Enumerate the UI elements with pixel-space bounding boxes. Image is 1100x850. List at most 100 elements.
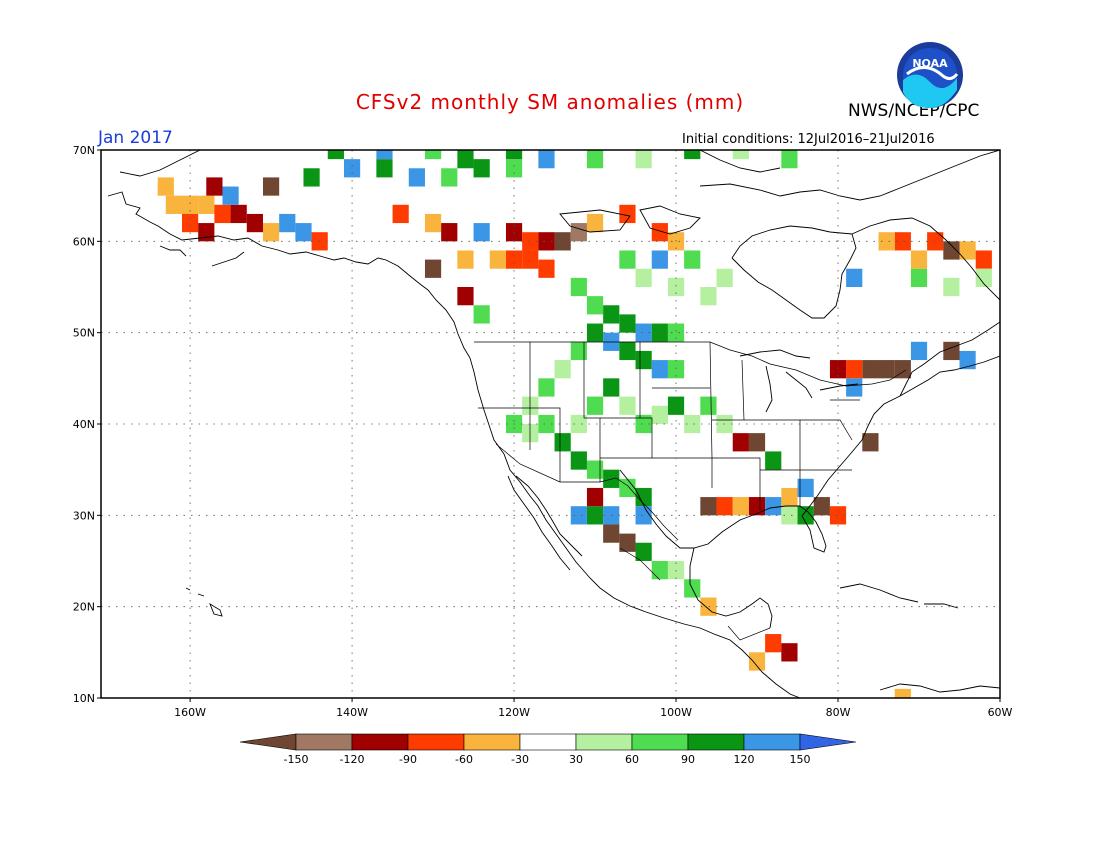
anomaly-cell	[570, 341, 587, 361]
anomaly-cell	[489, 250, 506, 269]
anomaly-cell	[586, 506, 604, 525]
lon-label: 120W	[498, 706, 530, 719]
anomaly-cell	[586, 323, 604, 342]
anomaly-cell	[473, 223, 490, 242]
anomaly-cell	[959, 241, 976, 260]
anomaly-cell	[619, 478, 636, 498]
anomaly-cell	[570, 506, 587, 525]
anomaly-cell	[635, 414, 652, 434]
anomaly-cell	[157, 177, 174, 196]
anomaly-cell	[424, 259, 442, 278]
anomaly-cell	[716, 497, 733, 516]
anomaly-cell	[505, 150, 523, 160]
anomaly-cell	[554, 232, 571, 251]
anomaly-cell	[206, 177, 223, 196]
anomaly-cell	[619, 341, 636, 361]
anomaly-cell	[748, 433, 766, 452]
anomaly-cell	[829, 506, 847, 525]
anomaly-cell	[570, 223, 587, 242]
lat-lon-grid	[101, 150, 1000, 698]
anomaly-cell	[222, 186, 239, 205]
anomaly-cell	[910, 268, 928, 287]
anomaly-cell	[748, 652, 766, 671]
anomaly-cell	[181, 195, 199, 214]
anomaly-cell	[424, 213, 442, 233]
anomaly-cell	[635, 542, 652, 561]
anomaly-cell	[975, 250, 992, 269]
anomaly-cell	[846, 378, 863, 397]
anomaly-cell	[603, 524, 620, 543]
anomaly-cell	[457, 287, 474, 306]
lon-label: 160W	[174, 706, 206, 719]
lat-label: 30N	[73, 509, 95, 522]
anomaly-cell	[781, 150, 798, 169]
anomaly-cell	[619, 396, 636, 415]
anomaly-cell	[635, 487, 652, 507]
anomaly-cell	[878, 232, 895, 251]
anomaly-cell	[943, 341, 960, 361]
lat-label: 10N	[73, 692, 95, 705]
anomaly-cell	[635, 150, 652, 169]
anomaly-cell	[619, 533, 636, 552]
anomaly-cell	[279, 213, 296, 233]
anomaly-cell	[473, 159, 490, 178]
lat-label: 40N	[73, 418, 95, 431]
anomaly-cell	[295, 223, 312, 242]
anomaly-cell	[505, 159, 523, 178]
anomaly-cell	[619, 250, 636, 269]
anomaly-cell	[927, 232, 944, 251]
anomaly-cell	[732, 497, 749, 516]
lat-label: 50N	[73, 327, 95, 340]
anomaly-cell	[570, 414, 587, 434]
lat-label: 60N	[73, 235, 95, 248]
anomaly-cell	[716, 268, 733, 287]
anomaly-cell	[457, 150, 474, 169]
anomaly-cell	[570, 451, 587, 470]
map-title: CFSv2 monthly SM anomalies (mm)	[355, 90, 745, 114]
axis-labels: 70N 60N 50N 40N 30N 20N 10N 160W 140W 120W 100W 80W…	[73, 144, 1013, 719]
anomaly-cell	[862, 360, 879, 379]
anomaly-cell	[765, 634, 782, 653]
anomaly-cell	[667, 323, 685, 342]
anomaly-cell	[214, 204, 231, 224]
anomaly-cell	[797, 478, 814, 498]
anomaly-cell	[603, 469, 620, 488]
anomaly-cell	[684, 414, 701, 434]
anomaly-cell	[303, 168, 320, 187]
anomaly-cell	[376, 150, 393, 160]
anomaly-cell	[781, 487, 798, 507]
anomaly-cell	[700, 396, 717, 415]
anomaly-cell	[781, 506, 798, 525]
logo-text: NOAA	[912, 57, 948, 70]
anomaly-cell	[327, 150, 344, 160]
anomaly-cell	[570, 277, 587, 297]
lon-label: 100W	[660, 706, 692, 719]
anomaly-cell	[586, 213, 604, 233]
anomaly-cell	[651, 223, 668, 242]
anomaly-cell	[181, 213, 199, 233]
anomaly-cell	[586, 460, 604, 479]
anomaly-cell	[635, 268, 652, 287]
anomaly-cell	[522, 232, 539, 251]
coastlines	[107, 150, 1000, 698]
anomaly-cell	[635, 323, 652, 342]
lon-label: 80W	[826, 706, 851, 719]
anomaly-cell	[748, 497, 766, 516]
anomaly-cell	[943, 241, 960, 260]
anomaly-cell	[732, 433, 749, 452]
anomaly-cell	[262, 177, 280, 196]
anomaly-cell	[603, 378, 620, 397]
anomaly-cell	[473, 305, 490, 324]
anomaly-cell	[765, 497, 782, 516]
anomaly-cell	[846, 360, 863, 379]
anomaly-cell	[198, 223, 215, 242]
anomaly-cell	[862, 433, 879, 452]
noaa-logo-icon: NOAA	[897, 42, 963, 108]
anomaly-cell	[392, 204, 409, 224]
anomaly-cell	[943, 277, 960, 297]
anomaly-cell	[538, 414, 555, 434]
anomaly-cell	[457, 250, 474, 269]
anomaly-cell	[376, 159, 393, 178]
anomaly-cells	[157, 150, 992, 698]
